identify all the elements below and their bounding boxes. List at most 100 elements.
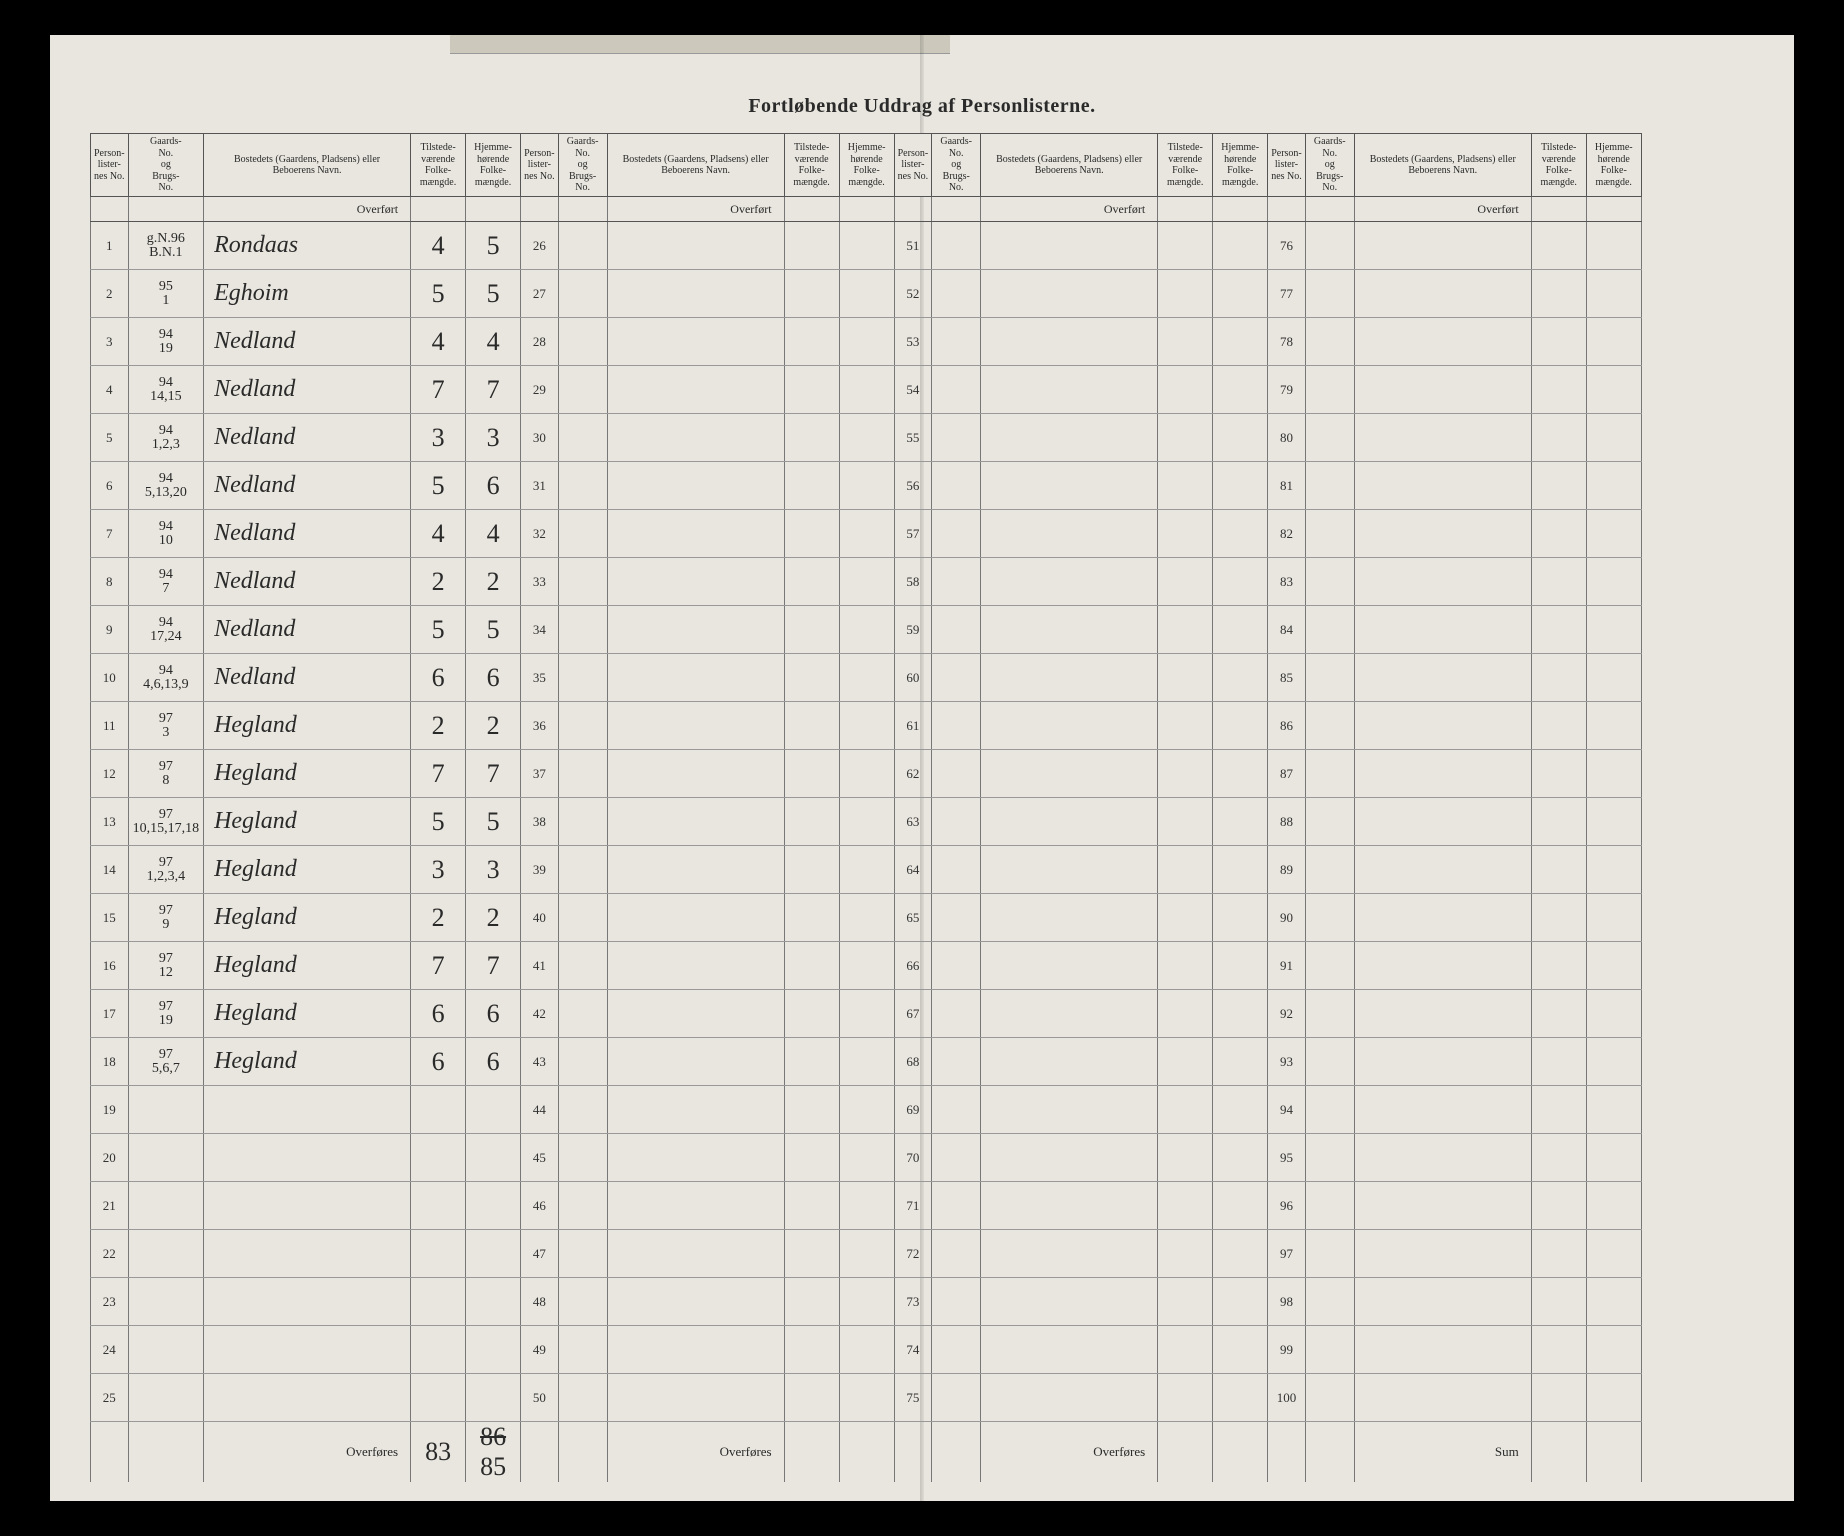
hdr-tilstede: Tilstede-værendeFolke-mængde.: [1158, 134, 1213, 197]
row-number: 94: [1268, 1086, 1306, 1134]
hjemme-count: 6: [466, 990, 521, 1038]
hjemme-count: 2: [466, 558, 521, 606]
gaards-no: 971,2,3,4: [128, 846, 204, 894]
gaards-no: 947: [128, 558, 204, 606]
gaards-no: [128, 1134, 204, 1182]
row-number: 3: [91, 318, 129, 366]
hdr-personlister: Person-lister-nes No.: [894, 134, 932, 197]
row-number: 27: [521, 270, 559, 318]
hjemme-count: 4: [466, 318, 521, 366]
hjemme-count: 3: [466, 846, 521, 894]
row-number: 8: [91, 558, 129, 606]
tilstede-count: [411, 1374, 466, 1422]
hdr-personlister: Person-lister-nes No.: [91, 134, 129, 197]
row-number: 86: [1268, 702, 1306, 750]
gaards-no: 9712: [128, 942, 204, 990]
table-row: 19446994: [91, 1086, 1642, 1134]
row-number: 95: [1268, 1134, 1306, 1182]
gaards-no: 941,2,3: [128, 414, 204, 462]
row-number: 16: [91, 942, 129, 990]
row-number: 38: [521, 798, 559, 846]
gaards-no: [128, 1230, 204, 1278]
table-row: 23487398: [91, 1278, 1642, 1326]
residence-name: Hegland: [204, 846, 411, 894]
row-number: 9: [91, 606, 129, 654]
total-tilstede: 83: [411, 1422, 466, 1483]
tilstede-count: 5: [411, 270, 466, 318]
gaards-no: 9414,15: [128, 366, 204, 414]
row-number: 34: [521, 606, 559, 654]
row-number: 37: [521, 750, 559, 798]
tilstede-count: 5: [411, 798, 466, 846]
hjemme-count: 2: [466, 894, 521, 942]
tilstede-count: 6: [411, 990, 466, 1038]
row-number: 88: [1268, 798, 1306, 846]
tilstede-count: [411, 1326, 466, 1374]
row-number: 32: [521, 510, 559, 558]
row-number: 58: [894, 558, 932, 606]
row-number: 7: [91, 510, 129, 558]
tilstede-count: [411, 1086, 466, 1134]
table-row: 21467196: [91, 1182, 1642, 1230]
row-number: 4: [91, 366, 129, 414]
gaards-no: 944,6,13,9: [128, 654, 204, 702]
table-row: 14971,2,3,4Hegland33396489: [91, 846, 1642, 894]
gaards-no: 9417,24: [128, 606, 204, 654]
hjemme-count: 2: [466, 702, 521, 750]
table-row: 79410Nedland44325782: [91, 510, 1642, 558]
hdr-hjemme: Hjemme-hørendeFolke-mængde.: [1586, 134, 1641, 197]
tilstede-count: [411, 1134, 466, 1182]
row-number: 70: [894, 1134, 932, 1182]
table-row: 1g.N.96B.N.1Rondaas45265176: [91, 222, 1642, 270]
table-row: 139710,15,17,18Hegland55386388: [91, 798, 1642, 846]
tilstede-count: [411, 1278, 466, 1326]
row-number: 25: [91, 1374, 129, 1422]
row-number: 79: [1268, 366, 1306, 414]
row-number: 26: [521, 222, 559, 270]
row-number: 82: [1268, 510, 1306, 558]
hjemme-count: 6: [466, 462, 521, 510]
row-number: 65: [894, 894, 932, 942]
row-number: 74: [894, 1326, 932, 1374]
row-number: 73: [894, 1278, 932, 1326]
hdr-hjemme: Hjemme-hørendeFolke-mængde.: [839, 134, 894, 197]
row-number: 81: [1268, 462, 1306, 510]
residence-name: Hegland: [204, 702, 411, 750]
row-number: 35: [521, 654, 559, 702]
residence-name: Hegland: [204, 1038, 411, 1086]
table-row: 10944,6,13,9Nedland66356085: [91, 654, 1642, 702]
gaards-no: 951: [128, 270, 204, 318]
row-number: 19: [91, 1086, 129, 1134]
row-number: 42: [521, 990, 559, 1038]
row-number: 96: [1268, 1182, 1306, 1230]
row-number: 85: [1268, 654, 1306, 702]
row-number: 50: [521, 1374, 559, 1422]
tilstede-count: 2: [411, 894, 466, 942]
gaards-no: 978: [128, 750, 204, 798]
hjemme-count: [466, 1374, 521, 1422]
residence-name: Nedland: [204, 654, 411, 702]
hdr-bosted: Bostedets (Gaardens, Pladsens) ellerBebo…: [204, 134, 411, 197]
gaards-no: g.N.96B.N.1: [128, 222, 204, 270]
row-number: 83: [1268, 558, 1306, 606]
tilstede-count: 7: [411, 942, 466, 990]
tilstede-count: 7: [411, 366, 466, 414]
row-number: 41: [521, 942, 559, 990]
row-number: 44: [521, 1086, 559, 1134]
row-number: 72: [894, 1230, 932, 1278]
row-number: 24: [91, 1326, 129, 1374]
overfores-row: Overføres838685OverføresOverføresSum: [91, 1422, 1642, 1483]
row-number: 89: [1268, 846, 1306, 894]
row-number: 71: [894, 1182, 932, 1230]
row-number: 75: [894, 1374, 932, 1422]
row-number: 23: [91, 1278, 129, 1326]
hdr-hjemme: Hjemme-hørendeFolke-mængde.: [1213, 134, 1268, 197]
gaards-no: 945,13,20: [128, 462, 204, 510]
hjemme-count: [466, 1326, 521, 1374]
hdr-bosted: Bostedets (Gaardens, Pladsens) ellerBebo…: [981, 134, 1158, 197]
overfort-label: Overført: [607, 197, 784, 222]
row-number: 36: [521, 702, 559, 750]
residence-name: Hegland: [204, 894, 411, 942]
hjemme-count: [466, 1230, 521, 1278]
tilstede-count: 2: [411, 558, 466, 606]
